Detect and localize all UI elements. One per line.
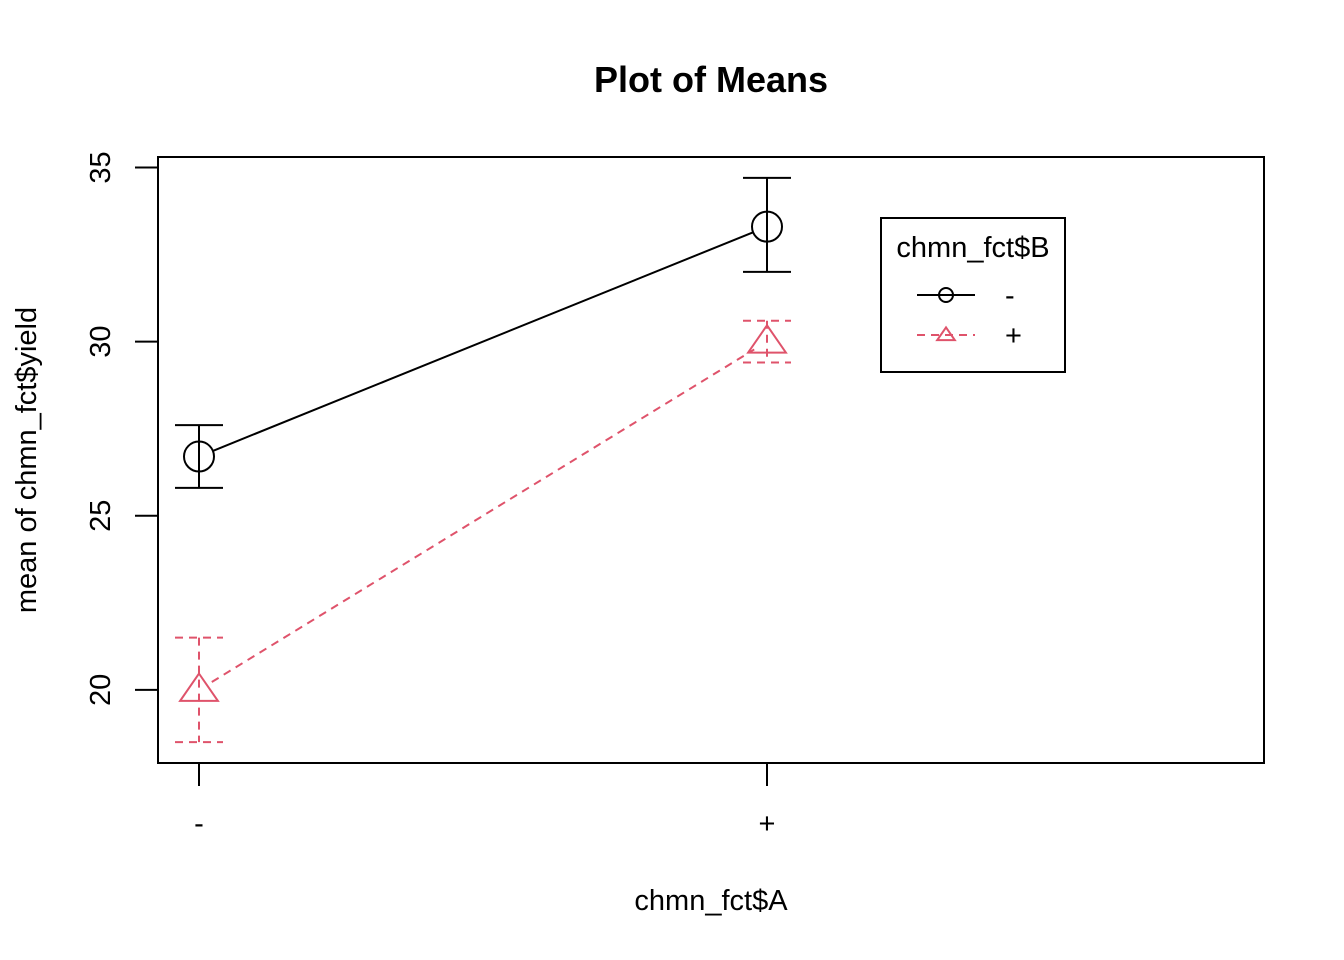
series-line xyxy=(211,348,755,683)
y-axis-label: mean of chmn_fct$yield xyxy=(11,307,43,613)
data-point xyxy=(178,671,220,702)
legend-label: - xyxy=(1005,280,1015,312)
chart-title: Plot of Means xyxy=(594,59,828,100)
y-tick-label: 25 xyxy=(85,500,117,532)
plot-area xyxy=(157,156,1265,764)
legend-label: + xyxy=(1005,320,1022,352)
legend-item: - xyxy=(917,280,1015,312)
x-tick-label: - xyxy=(194,808,204,840)
legend: chmn_fct$B -+ xyxy=(880,217,1066,373)
x-axis: - + xyxy=(194,762,776,840)
series-line xyxy=(212,231,754,452)
y-tick-label: 30 xyxy=(85,325,117,357)
legend-item: + xyxy=(917,320,1022,352)
series-2 xyxy=(175,319,791,744)
y-axis: 20 25 30 35 xyxy=(85,151,159,706)
data-point xyxy=(751,210,783,243)
series-1 xyxy=(175,176,791,489)
data-point xyxy=(746,323,788,354)
data-point xyxy=(183,440,215,473)
legend-title: chmn_fct$B xyxy=(896,232,1049,264)
legend-swatch-marker xyxy=(935,325,957,342)
x-tick-label: + xyxy=(759,808,776,840)
y-tick-label: 20 xyxy=(85,674,117,706)
x-axis-label: chmn_fct$A xyxy=(634,885,788,917)
series-layer xyxy=(175,176,791,744)
legend-items: -+ xyxy=(917,280,1022,352)
y-tick-label: 35 xyxy=(85,151,117,183)
legend-swatch-marker xyxy=(938,287,954,303)
